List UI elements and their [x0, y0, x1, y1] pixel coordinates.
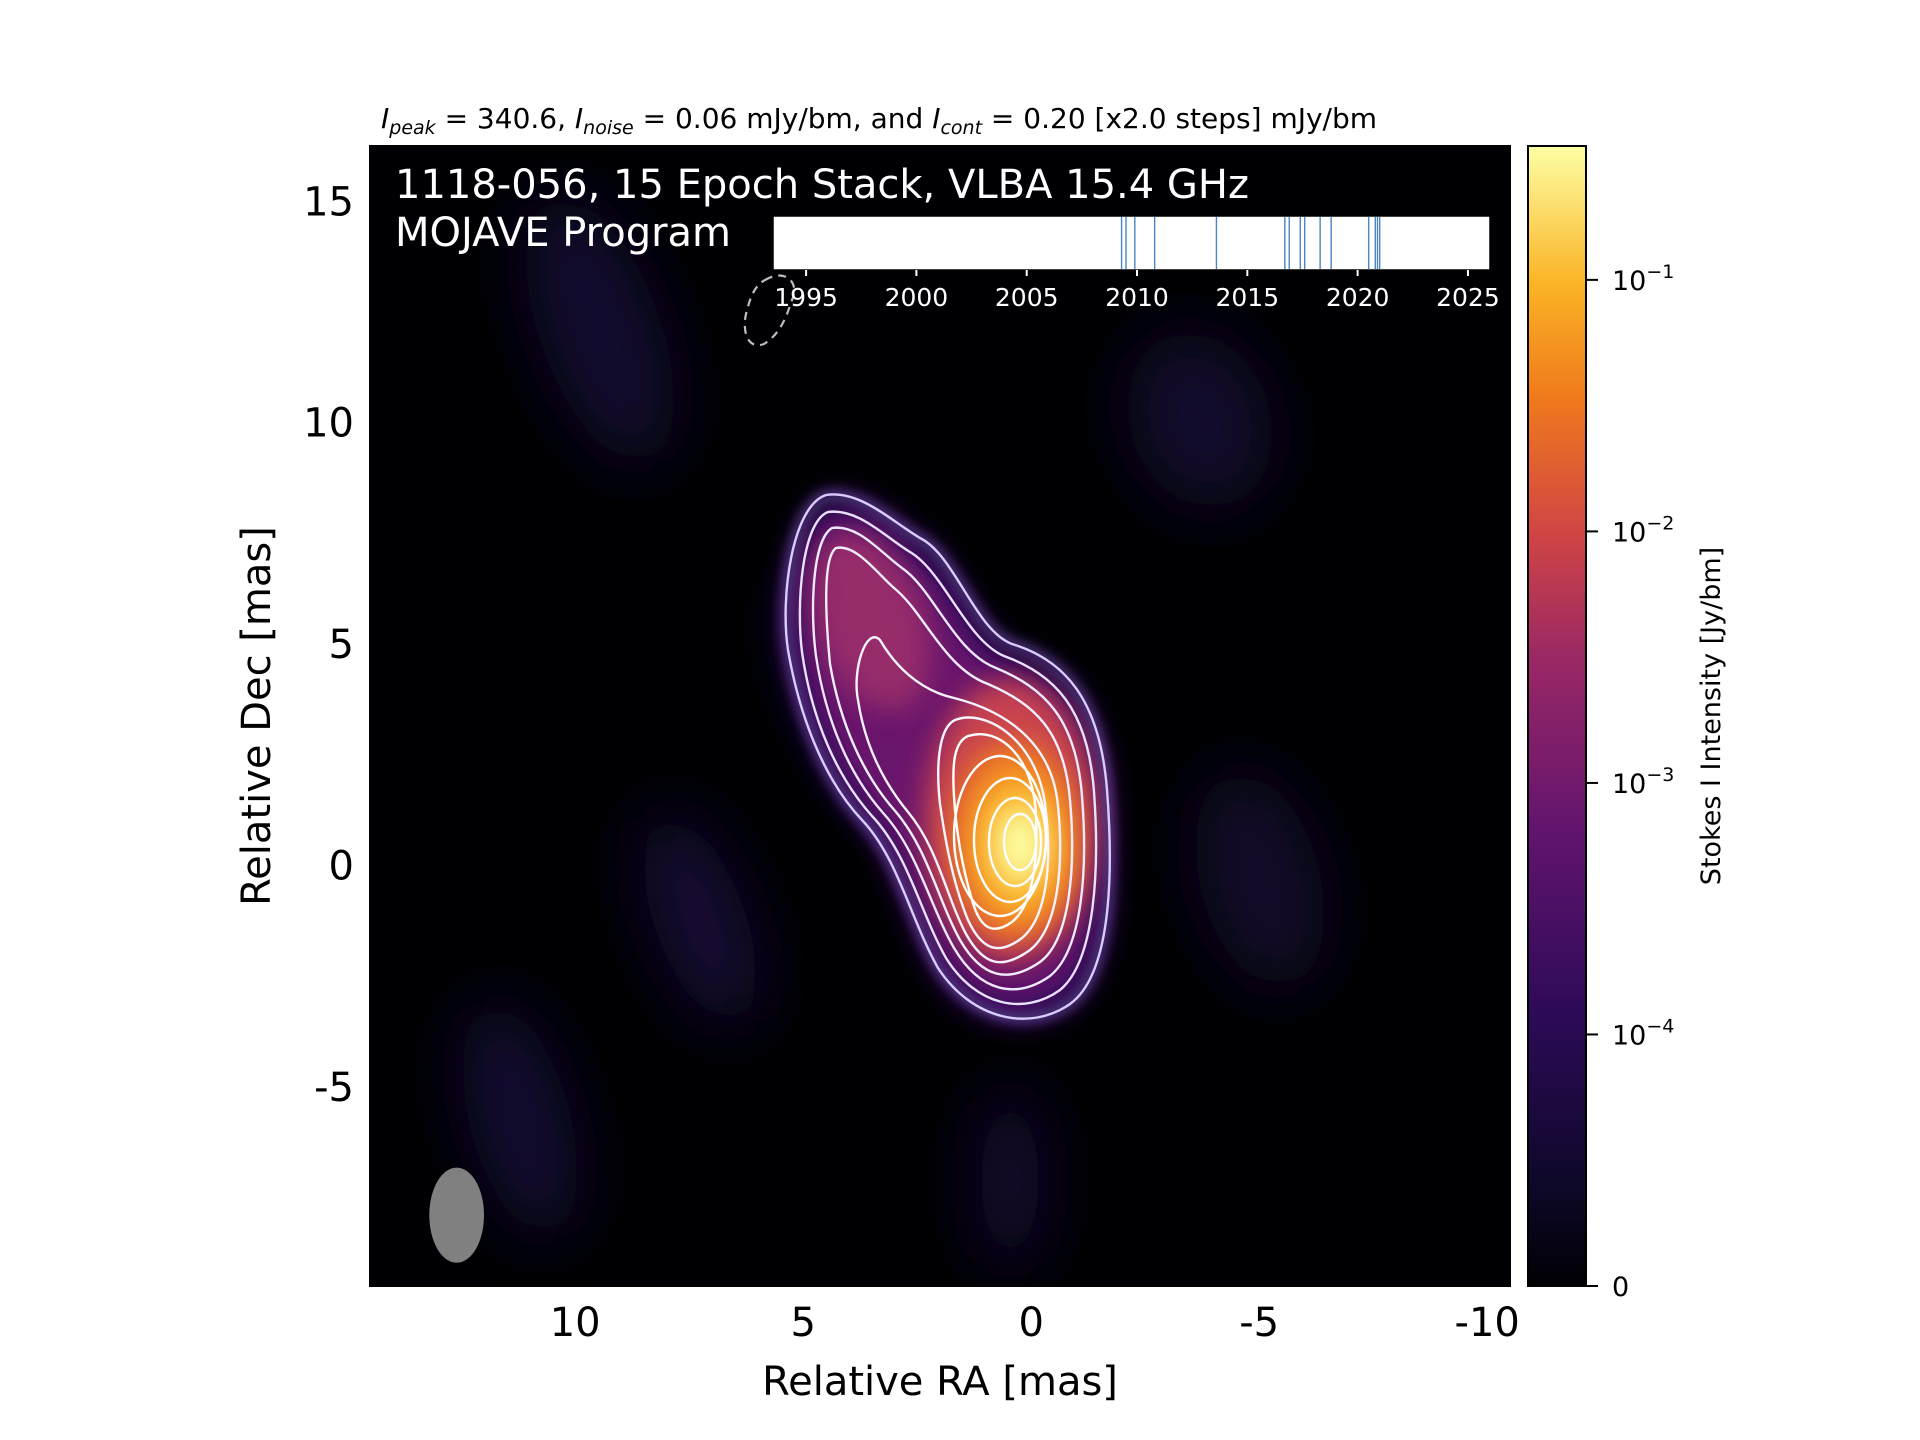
y-axis: 15 10 5 0 -5 — [303, 179, 382, 1111]
colorbar-ticks: 10−1 10−2 10−3 10−4 0 — [1586, 261, 1674, 1303]
contour-level-11 — [1002, 812, 1038, 872]
y-tick-label: 5 — [329, 622, 354, 668]
colorbar-tick-label: 0 — [1612, 1272, 1629, 1303]
y-tick-label: 15 — [303, 179, 354, 225]
x-tick-label: -5 — [1239, 1300, 1279, 1346]
x-axis-label: Relative RA [mas] — [762, 1359, 1118, 1405]
epoch-tick-label: 2000 — [885, 283, 949, 312]
colorbar-tick-label: 10−2 — [1612, 512, 1674, 548]
contour-level-3 — [811, 526, 1086, 991]
epoch-lines — [1120, 217, 1381, 269]
y-tick-label: 0 — [329, 843, 354, 889]
colorbar-label: Stokes I Intensity [Jy/bm] — [1696, 547, 1727, 885]
contour-level-10 — [987, 796, 1043, 888]
epoch-tick-label: 2010 — [1105, 283, 1169, 312]
x-tick-label: -10 — [1455, 1300, 1520, 1346]
contour-level-1 — [784, 493, 1111, 1020]
x-axis: 10 5 0 -5 -10 — [550, 1274, 1520, 1346]
y-axis-label: Relative Dec [mas] — [234, 526, 280, 906]
chart-header: Ipeak = 340.6, Inoise = 0.06 mJy/bm, and… — [381, 102, 1377, 139]
y-tick-label: 10 — [303, 401, 354, 447]
epoch-tick-label: 2005 — [995, 283, 1059, 312]
colorbar-tick-label: 10−1 — [1612, 261, 1674, 297]
beam-ellipse — [429, 1167, 485, 1263]
contour-level-2 — [798, 510, 1098, 1006]
negative-contour — [743, 274, 796, 347]
epoch-ticks: 1995 2000 2005 2010 2015 2020 2025 — [774, 270, 1500, 312]
contours — [743, 274, 1113, 1022]
colorbar-tick-label: 10−4 — [1612, 1015, 1674, 1051]
epoch-tick-label: 1995 — [774, 283, 838, 312]
contour-level-4 — [825, 546, 1074, 976]
epoch-timeline-box — [772, 215, 1491, 271]
contour-level-7 — [952, 733, 1038, 930]
x-tick-label: 0 — [1018, 1300, 1043, 1346]
epoch-tick-label: 2025 — [1436, 283, 1500, 312]
y-tick-label: -5 — [314, 1065, 354, 1111]
contour-level-6 — [937, 716, 1050, 950]
chart-subtitle: MOJAVE Program — [395, 210, 731, 256]
colorbar-tick-label: 10−3 — [1612, 764, 1674, 800]
epoch-tick-label: 2015 — [1216, 283, 1280, 312]
x-tick-label: 10 — [550, 1300, 601, 1346]
colorbar-gradient — [1527, 145, 1587, 1287]
contour-level-9 — [972, 776, 1048, 904]
x-tick-label: 5 — [790, 1300, 815, 1346]
image-panel: 10 5 0 -5 -10 15 10 5 0 -5 — [303, 145, 1520, 1346]
contour-level-5 — [855, 636, 1062, 964]
plot-frame — [369, 145, 1511, 1287]
epoch-timeline: 1995 2000 2005 2010 2015 2020 2025 — [772, 215, 1500, 312]
chart-title: 1118-056, 15 Epoch Stack, VLBA 15.4 GHz — [395, 162, 1249, 208]
epoch-tick-label: 2020 — [1326, 283, 1390, 312]
colorbar: 10−1 10−2 10−3 10−4 0 Stokes I Intensity [Jy… — [1527, 145, 1727, 1303]
